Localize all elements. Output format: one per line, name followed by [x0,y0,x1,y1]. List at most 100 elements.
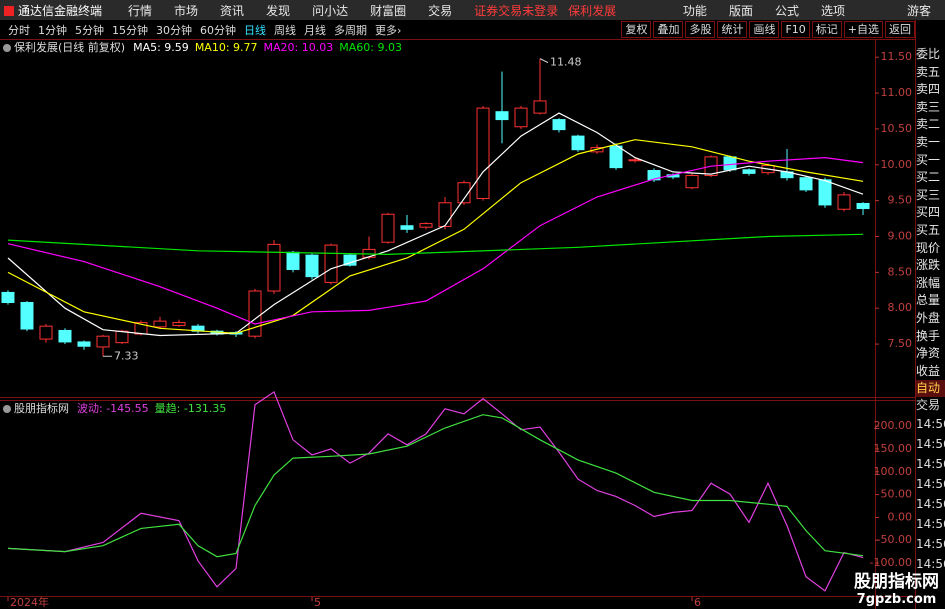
y-tick-label: 50.00 [881,488,913,501]
series-line [7,414,864,558]
period-tab[interactable]: 60分钟 [200,23,236,37]
tool-button[interactable]: 返回 [885,21,915,38]
period-tab[interactable]: 日线 [244,23,266,37]
tool-button[interactable]: F10 [781,21,810,38]
x-tick-label: 5 [314,596,321,609]
legend-entry: MA5: 9.59 [133,41,189,54]
y-tick-label: 200.00 [874,419,913,432]
candle-body [856,203,870,210]
quote-label: 换手 [916,328,941,343]
menu-item[interactable]: 资讯 [220,3,245,18]
max-label: 11.48 [550,56,582,69]
y-tick-label: 100.00 [874,465,913,478]
chart-area: 7.50 8.00 8.50 9.00 9.50 10.00 10.50 11.00 11.50… [0,40,915,609]
period-tab[interactable]: 多周期 [334,23,367,37]
y-tick-label: 11.00 [881,86,913,99]
trade-label[interactable]: 交易 [916,397,945,415]
candle-body [153,320,167,328]
candle-body [20,301,34,330]
menu-item[interactable]: 功能 [682,3,707,18]
trade-time: 14:56 [916,537,945,552]
period-tab[interactable]: 1分钟 [38,23,67,37]
legend-entry: MA20: 10.03 [264,41,334,54]
menu-item[interactable]: 财富圈 [370,3,407,18]
y-tick-label: 8.00 [888,301,913,314]
panel-icon [3,405,11,413]
candle-body [647,170,661,181]
candle-body [381,213,395,243]
watermark-name: 股朋指标网 [854,572,939,592]
series-line [7,112,864,337]
series-line [7,156,864,325]
quote-label: 卖四 [916,82,941,97]
candle-body [571,135,585,151]
trade-time: 14:56 [916,417,945,432]
quote-label: 卖二 [916,117,941,132]
menu-item[interactable]: 发现 [266,3,291,18]
menu-item[interactable]: 行情 [128,3,153,18]
quote-label: 买二 [916,170,941,185]
candle-body [476,107,490,199]
min-label: 7.33 [114,349,139,362]
side-panel: 委比 卖五 卖四 卖三 卖二 卖一 买一 买二 买三 买四 买五 现价 涨跌 涨幅 总量 外盘 换手 净资 收益 自动… [915,20,945,609]
candle-body [742,169,756,174]
tool-button[interactable]: 叠加 [653,21,684,38]
y-tick-label: 10.00 [881,158,913,171]
trade-time: 14:56 [916,477,945,492]
period-tab[interactable]: 15分钟 [112,23,148,37]
user-name[interactable]: 游客 [906,3,931,18]
legend-entry: 量趋: -131.35 [155,402,227,415]
tool-button[interactable]: 统计 [717,21,748,38]
panel-icon [3,44,11,52]
y-tick-label: 9.50 [888,194,913,207]
candle-body [438,202,452,227]
menu-item[interactable]: 市场 [174,3,199,18]
toolbar: 分时 1分钟 5分钟 15分钟 30分钟 60分钟 日线 周线 月线 多周期 更多› 复权 叠加 多股 统计… [0,20,915,40]
candle-body [400,225,414,230]
quote-label: 买三 [916,187,941,202]
menu-item[interactable]: 选项 [820,3,845,18]
quote-label: 买五 [916,222,941,237]
tool-button[interactable]: 复权 [621,21,652,38]
y-tick-label: -50.00 [877,533,912,546]
quote-label: 外盘 [916,310,941,325]
period-tab[interactable]: 周线 [274,23,296,37]
tool-button[interactable]: 标记 [811,21,842,38]
quote-label: 买四 [916,205,941,220]
quote-label: 委比 [916,47,941,61]
x-tick-label: 6 [694,596,701,609]
menu-item[interactable]: 公式 [774,3,799,18]
quote-label: 收益 [916,363,941,378]
candle-body [362,248,376,258]
y-tick-label: 150.00 [874,442,913,455]
period-tab[interactable]: 更多› [375,23,402,37]
period-tab[interactable]: 5分钟 [75,23,104,37]
trade-time: 14:56 [916,557,945,572]
watermark-url: 7gpzb.com [856,592,937,607]
y-tick-label: 8.50 [888,265,913,278]
tool-button[interactable]: 画线 [749,21,780,38]
candle-body [267,243,281,292]
candle-body [1,291,15,303]
candle-body [343,254,357,266]
x-tick-label: 2024年 [10,595,49,609]
menu-item[interactable]: 版面 [728,3,753,18]
quote-label: 卖三 [916,99,941,114]
menu-item[interactable]: 问小达 [312,3,349,18]
period-tab[interactable]: 月线 [304,23,326,37]
candle-body [324,244,338,283]
trade-label[interactable]: 自动 [916,380,945,398]
menu-bar: 通达信金融终端 行情 市场 资讯 发现 问小达 财富圈 交易 证券交易未登录 保利发展 功能 版面 公… [0,0,945,20]
panel-title: 保利发展(日线 前复权) [14,40,125,54]
tool-button[interactable]: 多股 [685,21,716,38]
period-tab[interactable]: 30分钟 [156,23,192,37]
candle-body [552,119,566,131]
menu-item[interactable]: 交易 [428,3,453,18]
candle-body [305,254,319,278]
login-status[interactable]: 证券交易未登录 [474,3,559,18]
quote-label: 买一 [916,152,941,167]
quote-label: 净资 [916,346,941,361]
trade-time: 14:56 [916,497,945,512]
tool-button[interactable]: +自选 [843,21,883,38]
period-tab[interactable]: 分时 [8,23,30,37]
